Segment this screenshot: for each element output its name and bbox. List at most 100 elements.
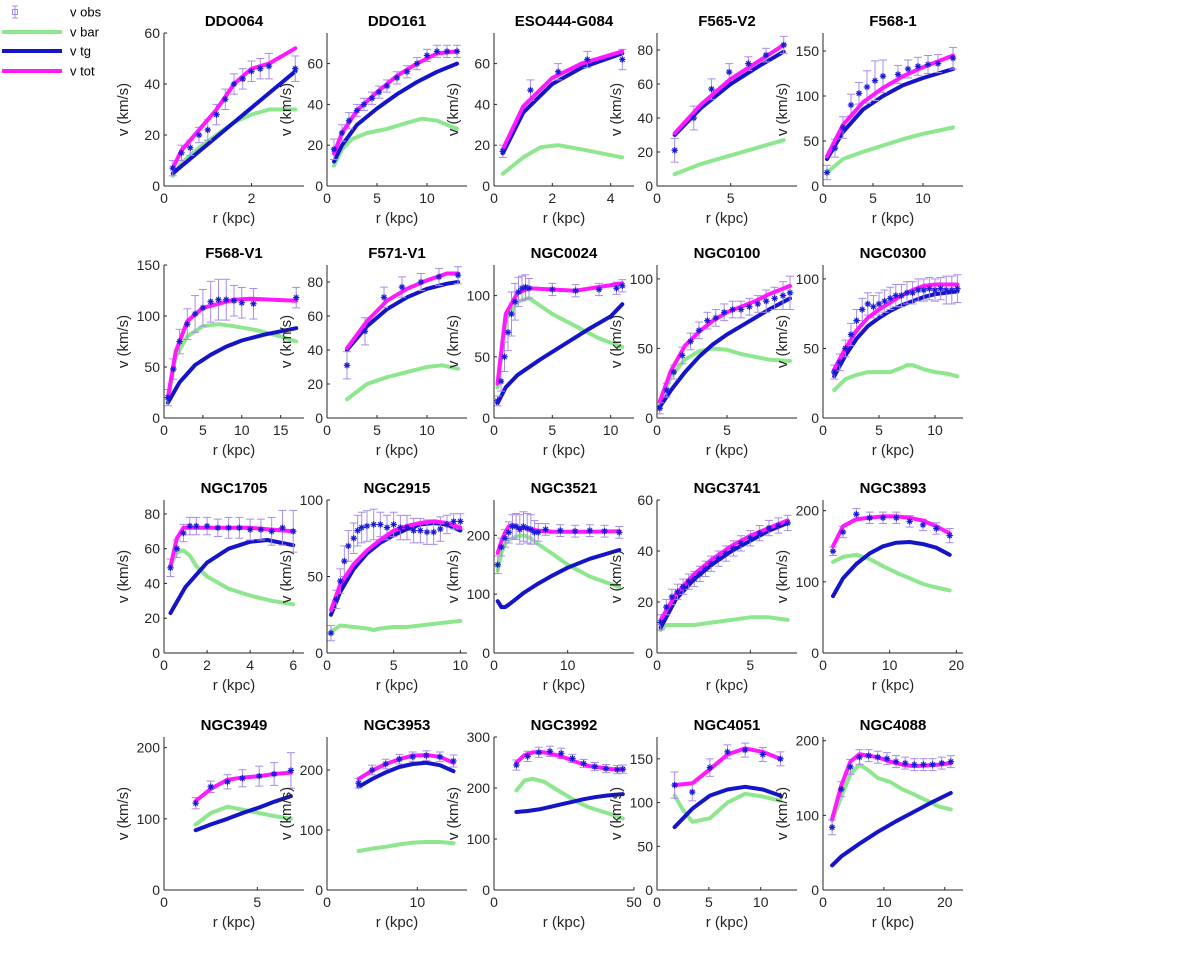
v-obs-point — [901, 759, 909, 767]
axes: 0 5 10 0 20 40 60 80 — [307, 265, 467, 438]
x-axis-label: r (kpc) — [376, 442, 419, 459]
y-axis-label: v (km/s) — [608, 787, 625, 840]
v-obs-point — [931, 286, 939, 294]
legend-item-obs: v obs — [12, 5, 102, 20]
panel-title: NGC0100 — [694, 245, 761, 262]
v-obs-point — [494, 397, 501, 405]
v-obs-point — [377, 521, 384, 528]
y-tick-label: 200 — [467, 527, 491, 543]
y-axis-label: v (km/s) — [774, 550, 791, 603]
y-tick-label: 0 — [645, 178, 653, 194]
x-tick-label: 2 — [548, 190, 556, 206]
v-obs-point — [671, 147, 678, 154]
x-axis-label: r (kpc) — [543, 442, 586, 459]
v-tot-line — [831, 514, 952, 549]
v-obs-point — [505, 529, 512, 536]
y-tick-label: 50 — [637, 340, 653, 356]
y-tick-label: 60 — [144, 25, 160, 41]
x-tick-label: 10 — [915, 190, 931, 206]
y-tick-label: 20 — [637, 594, 653, 610]
v-tg-line — [356, 760, 456, 789]
v-obs-point — [238, 299, 245, 306]
v-obs-point — [571, 527, 579, 535]
v-obs-point — [383, 524, 391, 531]
v-tot-line — [500, 49, 625, 152]
y-axis-label: v (km/s) — [278, 83, 295, 136]
v-obs-point — [403, 524, 411, 531]
v-obs-point — [920, 286, 927, 294]
plot-area — [830, 274, 962, 393]
v-obs-point — [343, 362, 351, 369]
v-tg-line — [495, 302, 625, 406]
v-obs-point — [173, 545, 181, 552]
plot-area — [512, 745, 627, 821]
x-tick-label: 0 — [819, 894, 827, 910]
v-obs-point — [847, 101, 855, 109]
y-tick-label: 0 — [811, 410, 819, 426]
v-obs-point — [696, 570, 704, 578]
v-obs-points — [192, 767, 295, 807]
v-obs-point — [864, 300, 871, 308]
v-obs-point — [535, 749, 542, 756]
y-axis-label: v (km/s) — [608, 83, 625, 136]
v-obs-point — [762, 51, 770, 59]
y-tick-label: 0 — [152, 410, 160, 426]
v-obs-point — [191, 310, 199, 318]
x-axis-label: r (kpc) — [706, 210, 749, 227]
y-tick-label: 50 — [474, 349, 490, 365]
v-obs-point — [668, 593, 676, 601]
v-obs-point — [866, 514, 873, 521]
v-obs-point — [947, 758, 955, 765]
y-tick-label: 60 — [307, 308, 323, 324]
panel-ddo161: DDO161 0 5 10 0 20 40 60 r (kpc) v (km/s) — [278, 13, 467, 227]
y-tick-label: 50 — [307, 569, 323, 585]
v-obs-point — [784, 519, 791, 527]
v-obs-point — [270, 770, 278, 778]
v-obs-point — [909, 289, 916, 297]
y-tick-label: 0 — [315, 178, 323, 194]
plot-area — [657, 275, 794, 415]
v-bar-line — [825, 125, 955, 175]
x-axis-label: r (kpc) — [872, 442, 915, 459]
legend-item-bar: v bar — [2, 25, 100, 40]
v-obs-points — [494, 282, 626, 405]
v-obs-point — [903, 289, 911, 297]
y-tick-label: 40 — [307, 96, 323, 112]
v-obs-point — [224, 778, 231, 786]
x-tick-label: 0 — [323, 894, 331, 910]
panel-title: NGC3893 — [860, 480, 927, 497]
v-tg-line — [495, 548, 622, 610]
v-obs-point — [192, 799, 199, 807]
v-obs-points — [671, 746, 784, 796]
axes: 0 5 0 20 40 60 — [637, 492, 797, 673]
v-obs-point — [580, 760, 587, 767]
x-tick-label: 2 — [248, 190, 256, 206]
y-tick-label: 50 — [144, 359, 160, 375]
v-obs-point — [513, 761, 520, 769]
v-obs-point — [207, 298, 214, 305]
y-tick-label: 0 — [152, 882, 160, 898]
y-tick-label: 0 — [482, 410, 490, 426]
y-axis-label: v (km/s) — [278, 315, 295, 368]
v-obs-point — [871, 77, 879, 84]
v-obs-point — [730, 545, 737, 552]
v-obs-point — [898, 292, 905, 299]
y-tick-label: 0 — [482, 882, 490, 898]
v-obs-point — [358, 524, 365, 531]
x-tick-label: 5 — [199, 422, 207, 438]
v-obs-point — [257, 65, 264, 72]
v-obs-point — [729, 306, 736, 313]
y-tick-label: 50 — [803, 340, 819, 356]
v-bar-line — [830, 762, 953, 823]
v-obs-point — [512, 523, 520, 530]
v-obs-point — [584, 56, 591, 63]
